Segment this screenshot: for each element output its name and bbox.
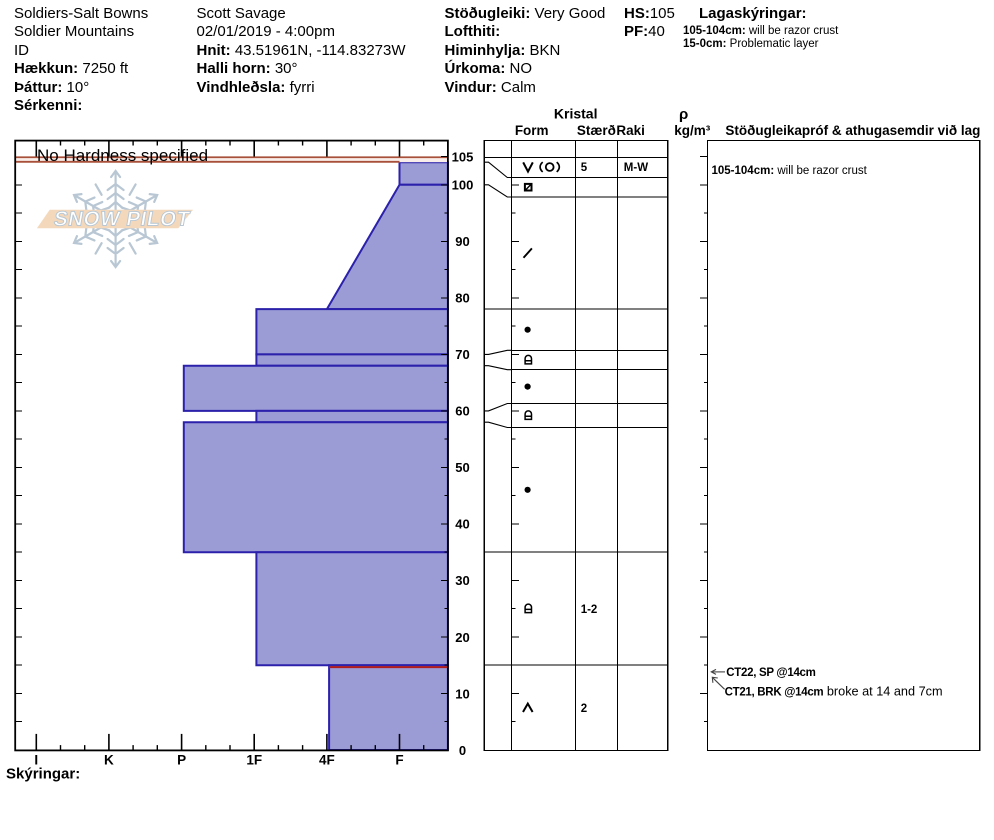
svg-text:I: I xyxy=(34,753,38,768)
svg-text:80: 80 xyxy=(455,291,469,306)
svg-text:1-2: 1-2 xyxy=(581,604,598,616)
svg-text:ρ: ρ xyxy=(679,106,688,123)
svg-text:No Hardness specified: No Hardness specified xyxy=(37,146,208,165)
svg-text:SNOW PILOT: SNOW PILOT xyxy=(52,208,192,231)
svg-text:5: 5 xyxy=(581,162,588,174)
svg-text:CT21, BRK @14cm broke at 14 an: CT21, BRK @14cm broke at 14 and 7cm xyxy=(725,685,943,699)
svg-text:K: K xyxy=(104,753,114,768)
svg-text:60: 60 xyxy=(455,404,469,419)
svg-text:kg/m³: kg/m³ xyxy=(674,123,711,138)
svg-text:M-W: M-W xyxy=(624,162,648,174)
svg-text:20: 20 xyxy=(455,630,469,645)
svg-text:105-104cm: will be razor crust: 105-104cm: will be razor crust xyxy=(712,165,868,177)
svg-text:40: 40 xyxy=(455,517,469,532)
svg-text:P: P xyxy=(177,753,186,768)
svg-text:Stöðugleikapróf & athugasemdir: Stöðugleikapróf & athugasemdir við lag xyxy=(725,123,980,138)
svg-text:Stærð: Stærð xyxy=(577,123,616,138)
svg-text:CT22, SP @14cm: CT22, SP @14cm xyxy=(726,667,815,679)
svg-text:1F: 1F xyxy=(246,753,262,768)
svg-text:Kristal: Kristal xyxy=(554,106,598,122)
svg-text:10: 10 xyxy=(455,686,469,701)
svg-text:30: 30 xyxy=(455,573,469,588)
svg-text:90: 90 xyxy=(455,234,469,249)
svg-text:105: 105 xyxy=(452,149,474,164)
svg-text:4F: 4F xyxy=(319,753,335,768)
svg-text:2: 2 xyxy=(581,703,587,715)
svg-text:70: 70 xyxy=(455,347,469,362)
svg-text:50: 50 xyxy=(455,460,469,475)
svg-text:100: 100 xyxy=(452,178,474,193)
svg-text:Raki: Raki xyxy=(616,123,645,138)
svg-text:F: F xyxy=(395,753,403,768)
svg-text:Skýringar:: Skýringar: xyxy=(6,766,80,783)
svg-text:Form: Form xyxy=(515,123,549,138)
svg-text:0: 0 xyxy=(459,743,466,758)
